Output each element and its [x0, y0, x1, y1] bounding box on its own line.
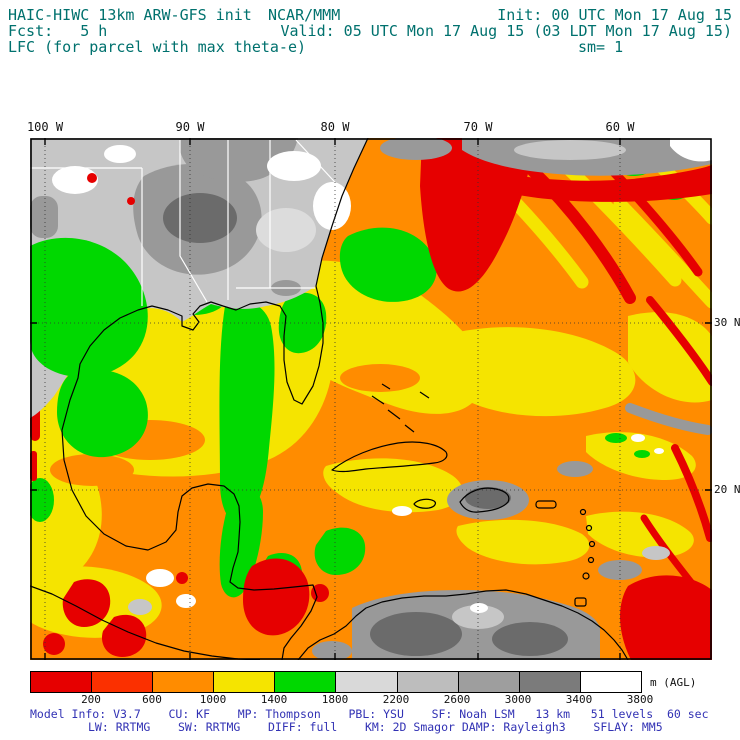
x-tick-100w: 100 W [26, 120, 64, 134]
colorbar-segment [214, 672, 276, 692]
colorbar-segment [275, 672, 337, 692]
high-lfc-gray-regions [128, 136, 713, 661]
forecast-hour-label: Fcst: 5 h [8, 22, 108, 40]
model-info-line1: Model Info: V3.7 CU: KF MP: Thompson PBL… [30, 707, 709, 721]
colorbar-tick-label: 3400 [565, 693, 593, 706]
colorbar-tick-label: 3800 [626, 693, 654, 706]
colorbar-unit-label: m (AGL) [650, 676, 697, 689]
y-tick-20n: 20 N [714, 483, 740, 496]
y-tick-30n: 30 N [714, 316, 740, 329]
grid-lines [30, 138, 712, 660]
smoothing-label: sm= 1 [578, 38, 624, 56]
plot-title: HAIC-HIWC 13km ARW-GFS init [8, 6, 252, 24]
model-info-line2: LW: RRTMG SW: RRTMG DIFF: full KM: 2D Sm… [88, 720, 663, 734]
colorbar-segment [519, 672, 581, 692]
colorbar-tick-label: 1400 [260, 693, 288, 706]
field-name-label: LFC (for parcel with max theta-e) [8, 38, 307, 56]
colorbar-segment [458, 672, 520, 692]
colorbar-tick-label: 2200 [382, 693, 410, 706]
colorbar-tick-label: 1000 [199, 693, 227, 706]
colorbar-segment [153, 672, 215, 692]
colorbar-tick-label: 200 [81, 693, 101, 706]
forecast-map [26, 135, 719, 661]
valid-time-label: Valid: 05 UTC Mon 17 Aug 15 (03 LDT Mon … [280, 22, 732, 40]
colorbar-segment [397, 672, 459, 692]
x-tick-60w: 60 W [605, 120, 635, 134]
colorbar [30, 671, 642, 693]
colorbar-tick-label: 600 [142, 693, 162, 706]
colorbar-segment [336, 672, 398, 692]
colorbar-tick-label: 2600 [443, 693, 471, 706]
colorbar-tick-label: 3000 [504, 693, 532, 706]
map-frame [30, 138, 712, 660]
x-tick-80w: 80 W [320, 120, 350, 134]
init-time-label: Init: 00 UTC Mon 17 Aug 15 [497, 6, 732, 24]
state-borders [30, 139, 345, 306]
x-tick-70w: 70 W [463, 120, 493, 134]
land-shading [30, 138, 368, 458]
x-tick-90w: 90 W [175, 120, 205, 134]
colorbar-segment [92, 672, 154, 692]
colorbar-segment [31, 672, 93, 692]
org-label: NCAR/MMM [268, 6, 341, 24]
colorbar-tick-label: 1800 [321, 693, 349, 706]
map-area [26, 135, 719, 661]
colorbar-segment [580, 672, 641, 692]
coastlines [29, 137, 629, 661]
